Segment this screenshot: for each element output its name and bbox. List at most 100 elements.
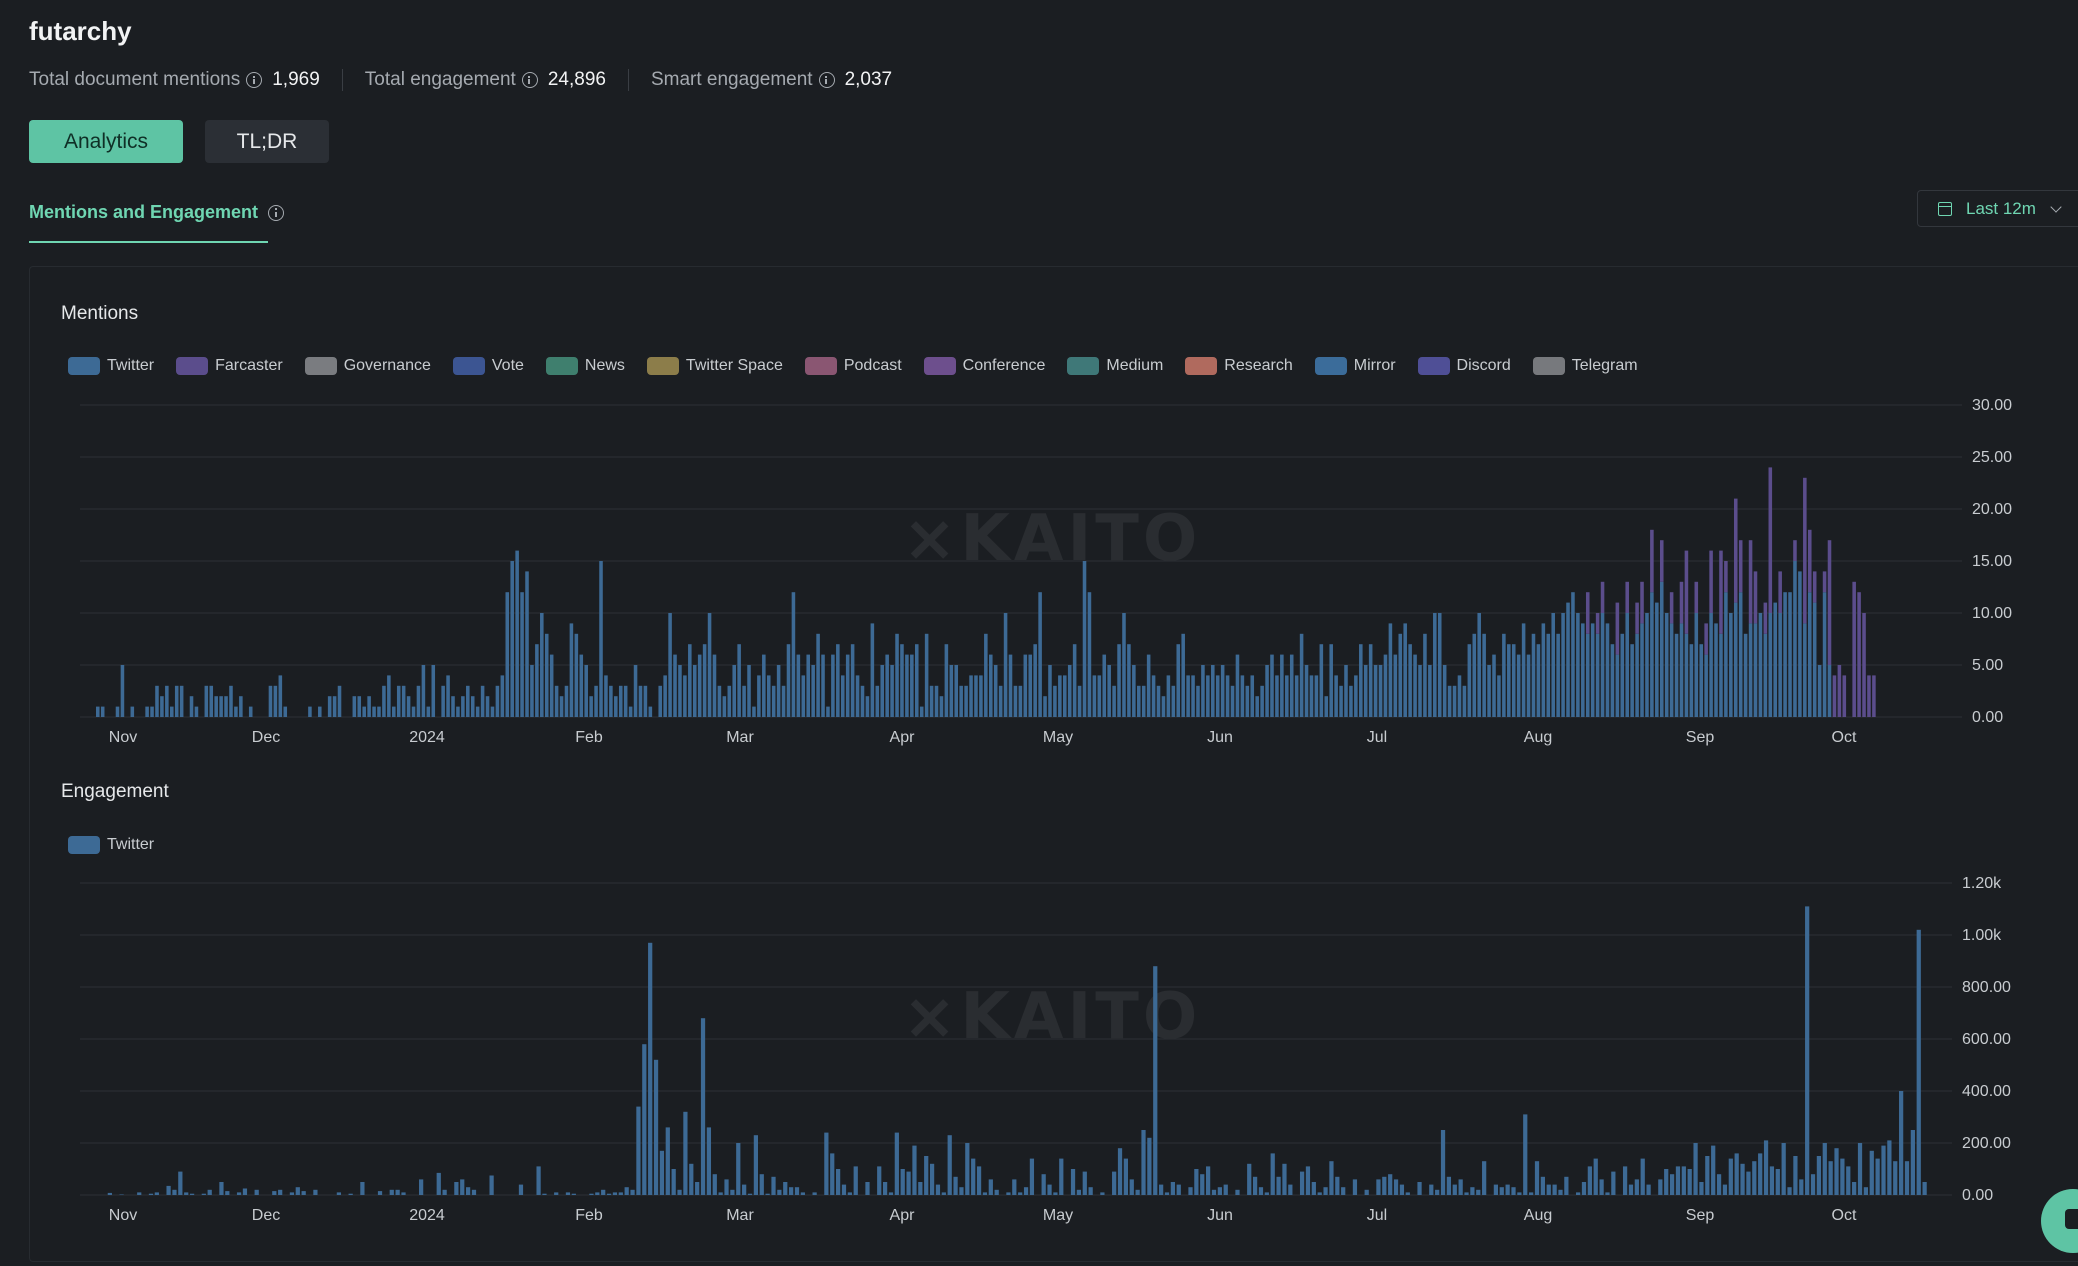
bar-twitter (1748, 623, 1753, 717)
bar-twitter (730, 1189, 735, 1195)
bar-twitter (1329, 1161, 1334, 1195)
bar-twitter (1869, 1150, 1874, 1195)
tab-mentions-engagement[interactable]: Mentions and Engagement (29, 202, 285, 223)
bar-twitter (1038, 592, 1042, 717)
bar-twitter (757, 675, 761, 717)
bar-twitter (974, 675, 978, 717)
bar-farcaster (1595, 613, 1600, 634)
bar-twitter (165, 685, 169, 717)
bar-twitter (847, 1192, 852, 1195)
bar-twitter (1280, 654, 1284, 717)
legend-item-vote[interactable]: Vote (452, 357, 524, 375)
legend-label: Vote (491, 357, 524, 374)
legend-item-telegram[interactable]: Telegram (1532, 357, 1638, 375)
legend-item-discord[interactable]: Discord (1417, 357, 1511, 375)
bar-twitter (564, 685, 569, 717)
legend-item-twitter[interactable]: Twitter (68, 357, 154, 375)
info-icon[interactable] (521, 72, 538, 88)
info-icon[interactable] (246, 72, 263, 88)
tldr-button[interactable]: TL;DR (205, 120, 329, 163)
bar-twitter (947, 1135, 952, 1195)
bar-twitter (806, 654, 811, 717)
bar-twitter (606, 1193, 612, 1195)
bar-twitter (1763, 633, 1768, 717)
bar-twitter (1852, 1182, 1857, 1195)
bar-twitter (953, 1176, 958, 1195)
bar-twitter (717, 685, 722, 717)
bar-twitter (207, 1189, 212, 1195)
bar-twitter (1112, 1171, 1117, 1195)
legend-label: Discord (1456, 357, 1511, 374)
bar-twitter (1012, 1179, 1017, 1195)
legend-item-twitter[interactable]: Twitter (68, 836, 154, 854)
bar-twitter (595, 1192, 600, 1195)
legend-item-podcast[interactable]: Podcast (804, 357, 902, 375)
date-range-dropdown[interactable]: Last 12m (1917, 190, 2078, 227)
bar-twitter (1798, 571, 1802, 717)
bar-twitter (894, 1132, 899, 1195)
bar-twitter (1812, 602, 1817, 717)
legend-item-conference[interactable]: Conference (923, 357, 1045, 375)
bar-twitter (189, 1193, 195, 1195)
bar-twitter (1299, 633, 1304, 717)
bar-twitter (959, 1187, 964, 1195)
bar-twitter (1458, 1179, 1463, 1195)
engagement-legend: Twitter (68, 836, 176, 854)
bar-twitter (357, 696, 362, 717)
bar-twitter (1669, 623, 1674, 717)
legend-item-research[interactable]: Research (1185, 357, 1293, 375)
bar-twitter (401, 685, 406, 717)
legend-item-governance[interactable]: Governance (304, 357, 431, 375)
legend-item-twitter-space[interactable]: Twitter Space (646, 357, 783, 375)
info-icon[interactable] (268, 204, 285, 221)
bar-twitter (1763, 1140, 1769, 1195)
info-icon[interactable] (818, 72, 835, 88)
bar-twitter (1247, 1163, 1252, 1195)
legend-item-medium[interactable]: Medium (1067, 357, 1163, 375)
bar-twitter (1664, 613, 1669, 717)
bar-twitter (1566, 602, 1570, 717)
x-tick-label: Jul (1367, 1207, 1387, 1224)
bar-twitter (1625, 613, 1629, 717)
bar-twitter (906, 1171, 911, 1195)
bar-twitter (1816, 1156, 1822, 1195)
bar-twitter (1916, 929, 1921, 1195)
bar-twitter (1523, 1114, 1528, 1195)
bar-twitter (1058, 675, 1062, 717)
bar-twitter (1354, 675, 1358, 717)
bar-twitter (313, 1189, 318, 1195)
bar-twitter (150, 706, 154, 717)
bar-farcaster (1659, 540, 1664, 582)
bar-twitter (1600, 613, 1605, 717)
bar-twitter (419, 1179, 424, 1195)
x-tick-label: Jul (1367, 729, 1387, 746)
bar-twitter (1127, 644, 1131, 717)
legend-swatch (68, 357, 100, 375)
legend-label: Twitter (107, 836, 155, 853)
bar-twitter (1206, 1166, 1211, 1195)
legend-item-farcaster[interactable]: Farcaster (176, 357, 283, 375)
legend-item-news[interactable]: News (545, 357, 625, 375)
bar-twitter (1743, 633, 1748, 717)
calendar-icon (1938, 201, 1952, 216)
bar-twitter (1294, 675, 1299, 717)
bar-twitter (1664, 1169, 1669, 1195)
legend-item-mirror[interactable]: Mirror (1314, 357, 1396, 375)
analytics-button[interactable]: Analytics (29, 120, 183, 163)
bar-twitter (830, 1153, 835, 1195)
legend-label: Telegram (1571, 357, 1638, 374)
bar-twitter (880, 665, 885, 717)
bar-twitter (1435, 1189, 1440, 1195)
bar-twitter (170, 706, 174, 717)
legend-label: Twitter (107, 357, 155, 374)
legend-swatch (304, 357, 337, 375)
bar-twitter (1622, 1166, 1628, 1195)
bar-twitter (1100, 1192, 1105, 1195)
bar-twitter (1605, 623, 1610, 717)
bar-farcaster (1704, 623, 1708, 655)
bar-twitter (1810, 1174, 1816, 1195)
bar-twitter (964, 685, 968, 717)
bar-twitter (900, 644, 904, 717)
bar-twitter (510, 561, 514, 717)
bar-twitter (1329, 644, 1333, 717)
